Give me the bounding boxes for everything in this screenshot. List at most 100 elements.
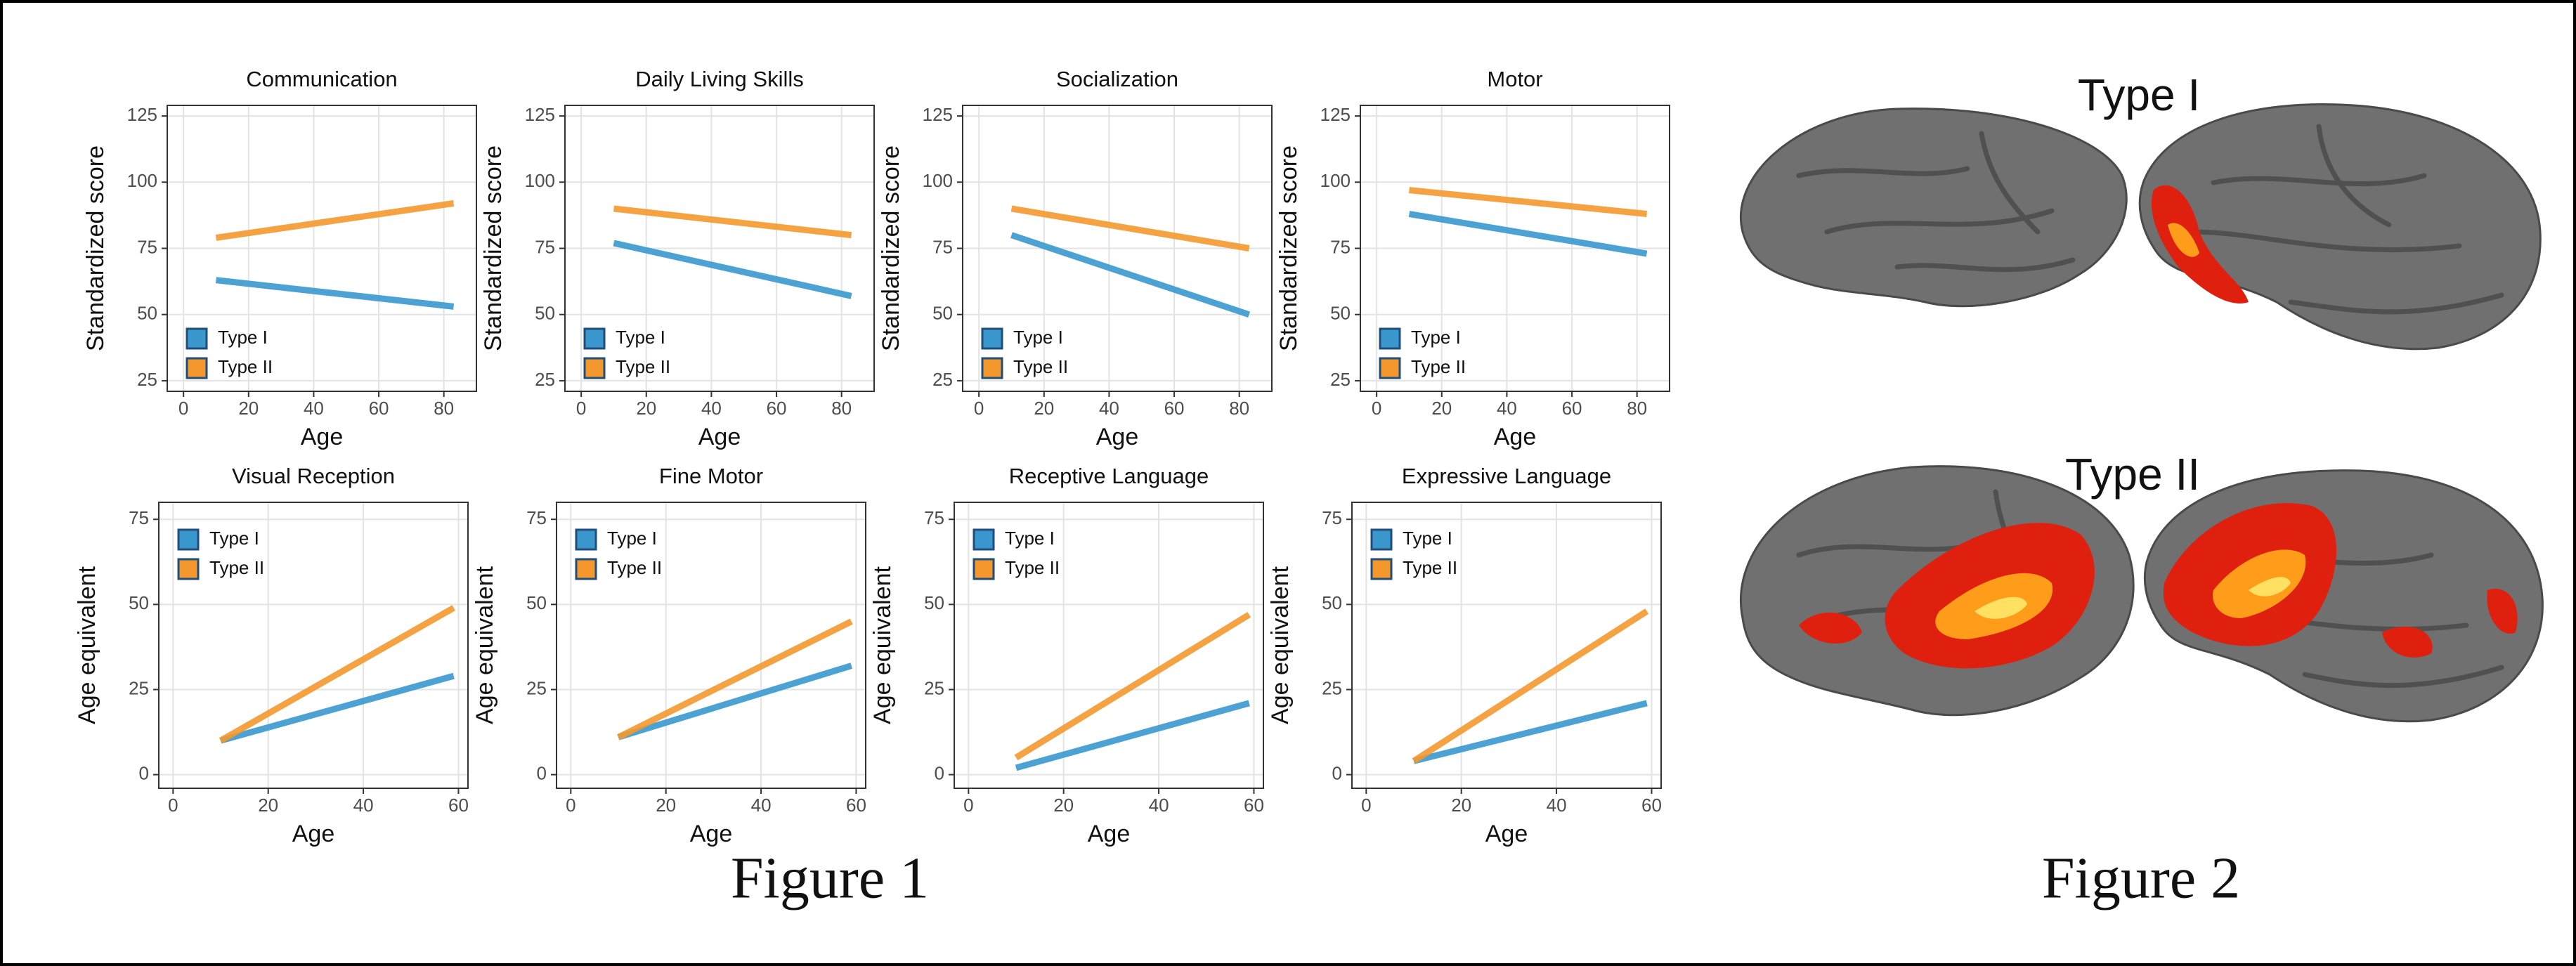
plot-border [954, 502, 1264, 789]
y-tick-label: 125 [1320, 104, 1351, 125]
plot-border [1360, 105, 1670, 392]
plot-background [557, 502, 866, 788]
y-tick-label: 75 [924, 507, 944, 528]
chart-title: Socialization [1056, 67, 1178, 91]
x-axis-label: Age [301, 424, 344, 450]
y-tick-label: 125 [923, 104, 953, 125]
legend-swatch [1379, 357, 1401, 379]
legend-swatch [583, 357, 606, 379]
y-tick-label: 25 [137, 369, 157, 390]
y-axis-label: Age equivalent [471, 566, 498, 724]
x-tick-label: 60 [1164, 398, 1185, 419]
x-tick-label: 80 [1627, 398, 1647, 419]
x-tick-label: 60 [448, 795, 469, 816]
y-tick-label: 50 [129, 592, 149, 613]
x-tick-label: 60 [1562, 398, 1582, 419]
plot-border [564, 105, 875, 392]
legend-label: Type II [1411, 356, 1466, 377]
brain-left [1740, 107, 2128, 308]
x-axis-label: Age [1096, 424, 1139, 450]
y-tick-label: 50 [1322, 592, 1342, 613]
x-tick-label: 40 [1099, 398, 1119, 419]
x-tick-label: 0 [566, 795, 575, 816]
y-tick-label: 100 [525, 170, 555, 191]
chart-panel: Expressive Language Age Age equivalent 0 20 4… [1267, 464, 1662, 847]
x-axis-label: Age [1485, 821, 1528, 847]
x-tick-label: 20 [656, 795, 676, 816]
activation [1975, 596, 2027, 619]
y-tick-label: 75 [129, 507, 149, 528]
panel-label: Type I [2078, 70, 2200, 120]
legend-swatch [981, 327, 1003, 350]
x-tick-label: 0 [974, 398, 984, 419]
legend-label: Type I [209, 528, 259, 549]
legend-swatch [575, 558, 597, 580]
y-axis-label: Standardized score [1275, 145, 1302, 351]
x-axis-label: Age [690, 821, 733, 847]
y-axis-label: Age equivalent [74, 566, 100, 724]
y-axis-label: Standardized score [480, 145, 507, 351]
chart-panel: Motor Age Standardized score 0 20 40 60 80 25 50 7… [1275, 67, 1670, 450]
y-tick-label: 125 [127, 104, 157, 125]
plot-border [962, 105, 1273, 392]
legend-swatch [575, 528, 597, 551]
chart-panel: Daily Living Skills Age Standardized score… [480, 67, 875, 450]
activation [2151, 185, 2249, 303]
x-tick-label: 60 [1641, 795, 1662, 816]
trend-line [1015, 700, 1250, 771]
legend-label: Type I [1005, 528, 1055, 549]
trend-line [616, 618, 853, 740]
trend-line [215, 200, 455, 241]
x-tick-label: 20 [258, 795, 278, 816]
chart-title: Expressive Language [1402, 464, 1611, 488]
x-axis-label: Age [1494, 424, 1537, 450]
plot-background [1352, 502, 1661, 788]
y-tick-label: 100 [923, 170, 953, 191]
sulci [2190, 124, 2504, 315]
trend-line [1010, 205, 1250, 252]
legend-label: Type I [607, 528, 657, 549]
y-tick-label: 0 [537, 762, 547, 783]
y-tick-label: 100 [1320, 170, 1351, 191]
chart-title: Receptive Language [1009, 464, 1209, 488]
trend-line [613, 205, 852, 239]
legend-label: Type II [218, 356, 273, 377]
y-tick-label: 50 [137, 303, 157, 324]
brain-right [2138, 103, 2542, 351]
y-axis-label: Standardized score [878, 145, 904, 351]
plot-border [167, 105, 477, 392]
y-axis-label: Age equivalent [869, 566, 896, 724]
legend-label: Type II [1013, 356, 1068, 377]
legend-swatch [972, 528, 995, 551]
x-tick-label: 40 [701, 398, 722, 419]
legend-label: Type I [1403, 528, 1452, 549]
x-axis-label: Age [698, 424, 741, 450]
x-tick-label: 80 [1229, 398, 1249, 419]
trend-line [215, 277, 455, 310]
x-axis-label: Age [1088, 821, 1131, 847]
x-tick-label: 60 [767, 398, 787, 419]
x-tick-label: 0 [963, 795, 973, 816]
y-tick-label: 75 [1330, 236, 1351, 257]
y-tick-label: 0 [1332, 762, 1342, 783]
chart-panel: Communication Age Standardized score 0 20 40 6… [82, 67, 477, 450]
x-tick-label: 60 [846, 795, 866, 816]
y-tick-label: 0 [935, 762, 944, 783]
legend-label: Type II [616, 356, 670, 377]
legend-label: Type II [1005, 557, 1060, 578]
x-tick-label: 40 [353, 795, 374, 816]
activation [2168, 223, 2199, 257]
y-tick-label: 50 [535, 303, 555, 324]
y-tick-label: 25 [129, 677, 149, 698]
y-axis-label: Age equivalent [1267, 566, 1294, 724]
x-tick-label: 0 [178, 398, 188, 419]
chart-title: Motor [1487, 67, 1542, 91]
chart-title: Visual Reception [232, 464, 395, 488]
x-tick-label: 40 [304, 398, 324, 419]
figure-caption: Figure 2 [2042, 845, 2240, 910]
figure-caption: Figure 1 [731, 845, 929, 910]
chart-panel: Fine Motor Age Age equivalent 0 20 40 60 0 25 50 7… [471, 464, 866, 847]
x-tick-label: 40 [751, 795, 772, 816]
activation [2249, 577, 2291, 596]
